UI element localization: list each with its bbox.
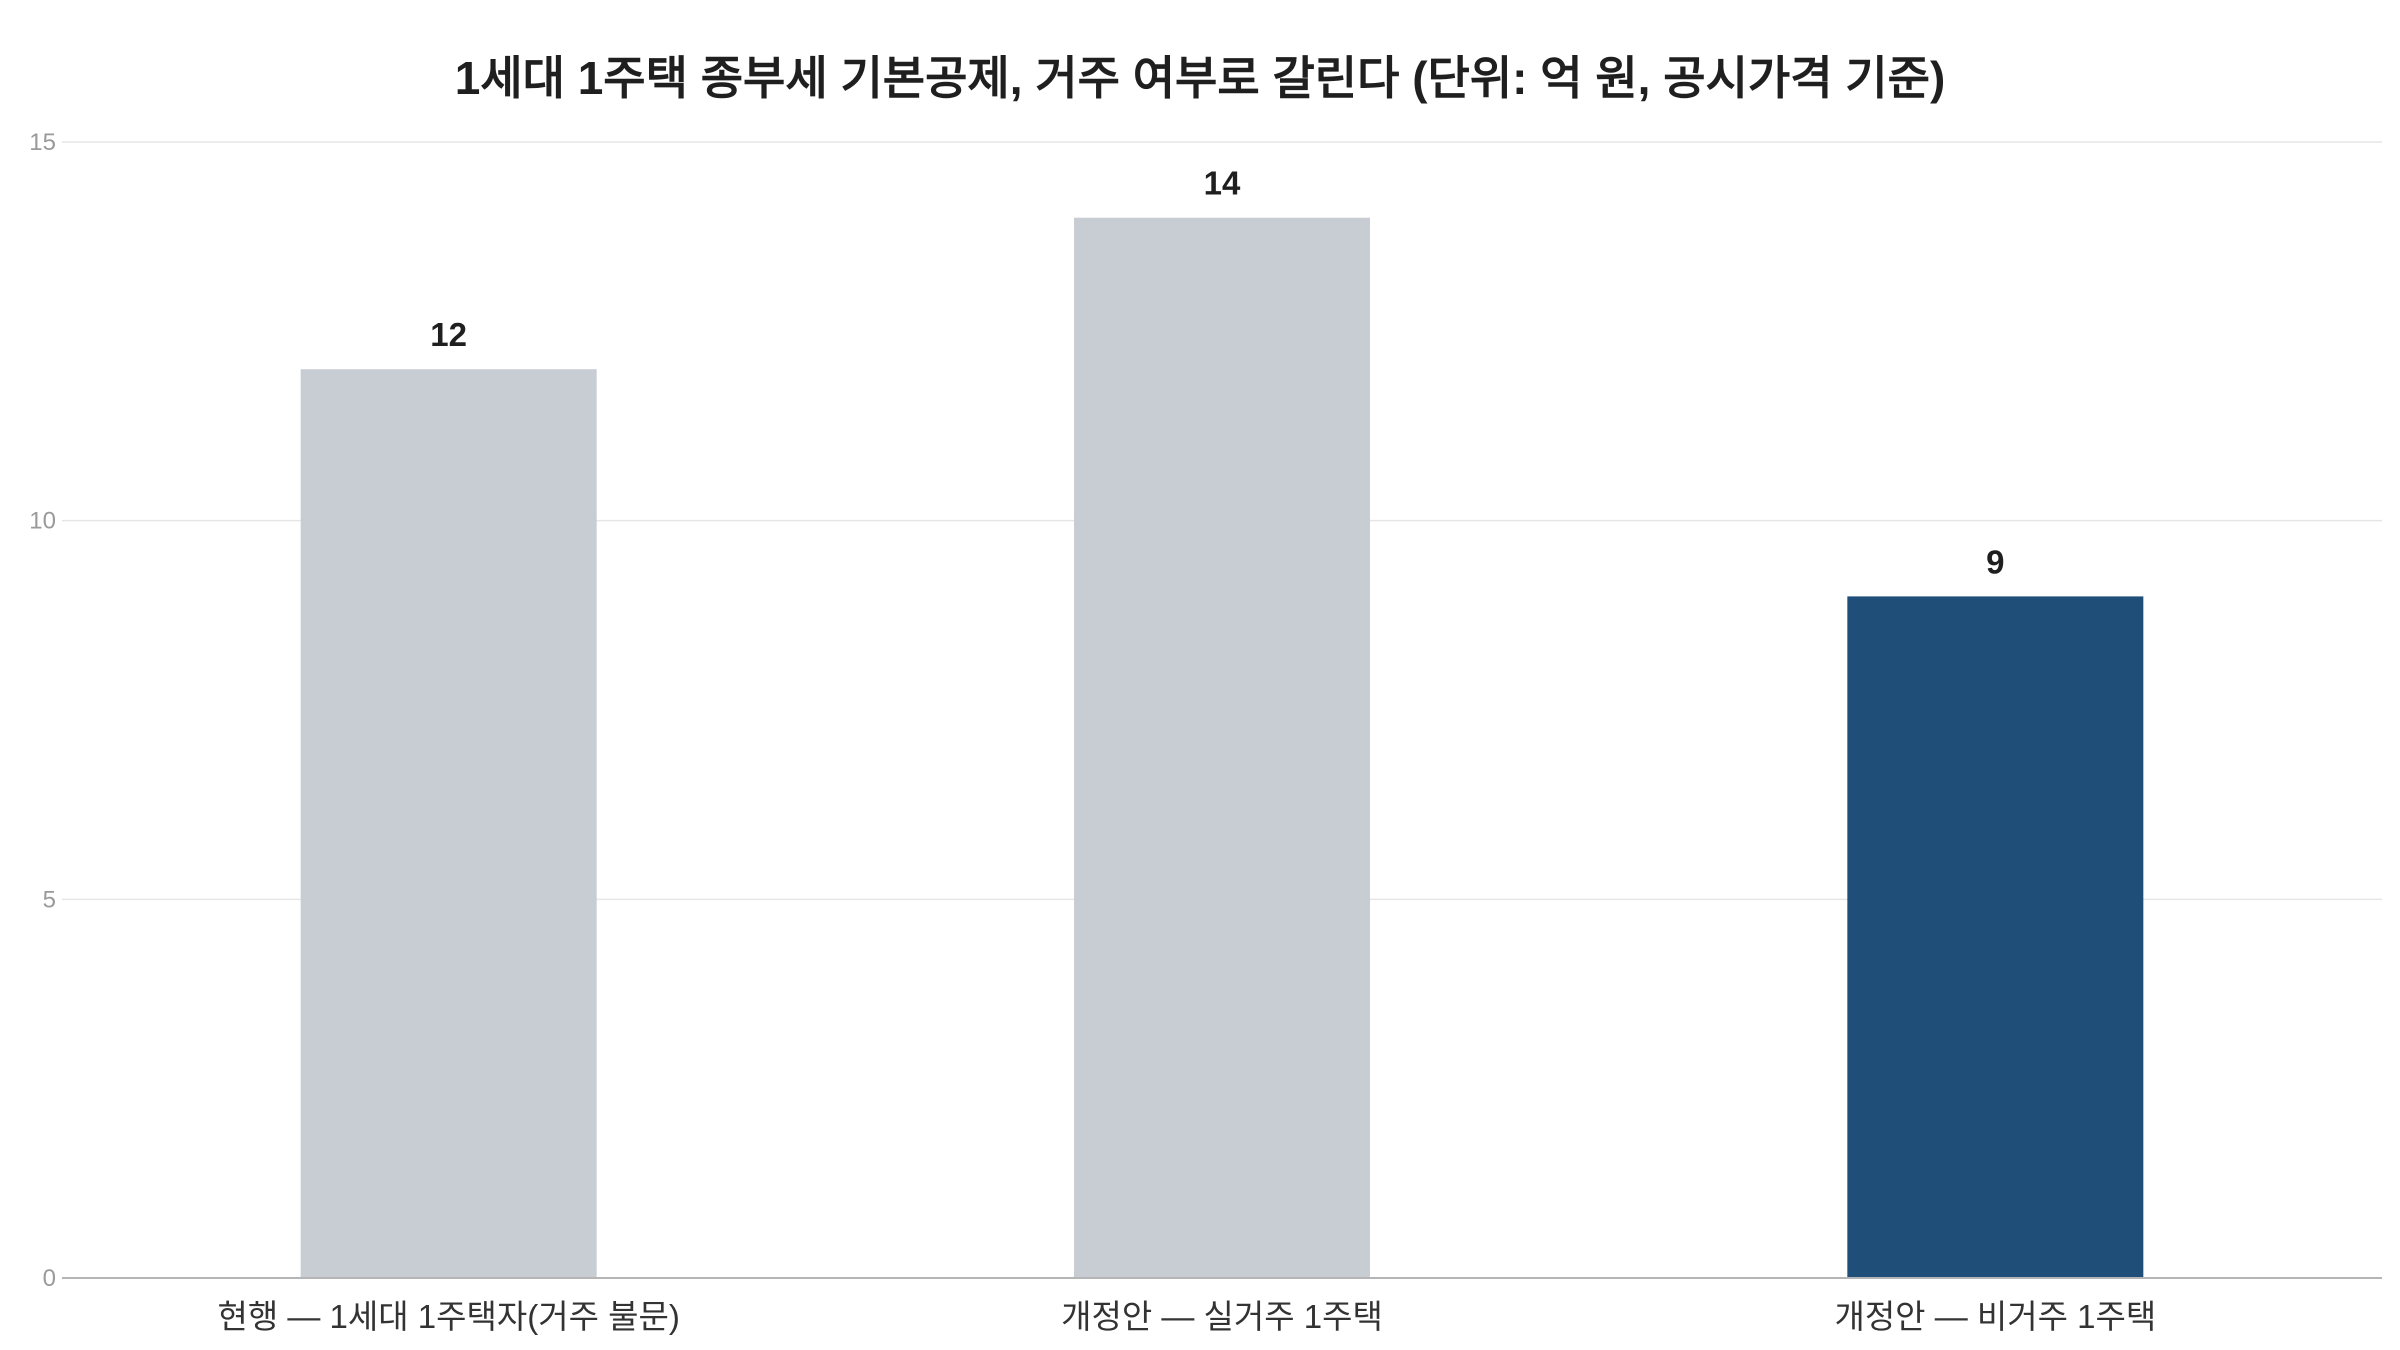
bar — [1847, 596, 2144, 1278]
y-tick-label: 15 — [29, 129, 56, 156]
value-label: 12 — [430, 316, 467, 353]
y-tick-label: 10 — [29, 508, 56, 535]
y-tick-label: 5 — [43, 886, 56, 913]
bar — [1074, 217, 1370, 1278]
category-label: 현행 — 1세대 1주택자(거주 불문) — [218, 1298, 680, 1335]
chart-title: 1세대 1주택 종부세 기본공제, 거주 여부로 갈린다 (단위: 억 원, 공… — [455, 52, 1946, 104]
category-label: 개정안 — 비거주 1주택 — [1834, 1298, 2156, 1335]
y-axis-ticks: 0 5 10 15 — [29, 129, 56, 1292]
category-label: 개정안 — 실거주 1주택 — [1061, 1298, 1383, 1335]
value-labels: 12 14 9 — [430, 165, 2004, 581]
value-label: 14 — [1204, 165, 1241, 202]
bars — [300, 217, 2144, 1278]
y-tick-label: 0 — [43, 1265, 56, 1292]
bar — [300, 369, 597, 1278]
value-label: 9 — [1986, 543, 2004, 580]
x-axis-categories: 현행 — 1세대 1주택자(거주 불문) 개정안 — 실거주 1주택 개정안 — 비… — [218, 1298, 2157, 1335]
